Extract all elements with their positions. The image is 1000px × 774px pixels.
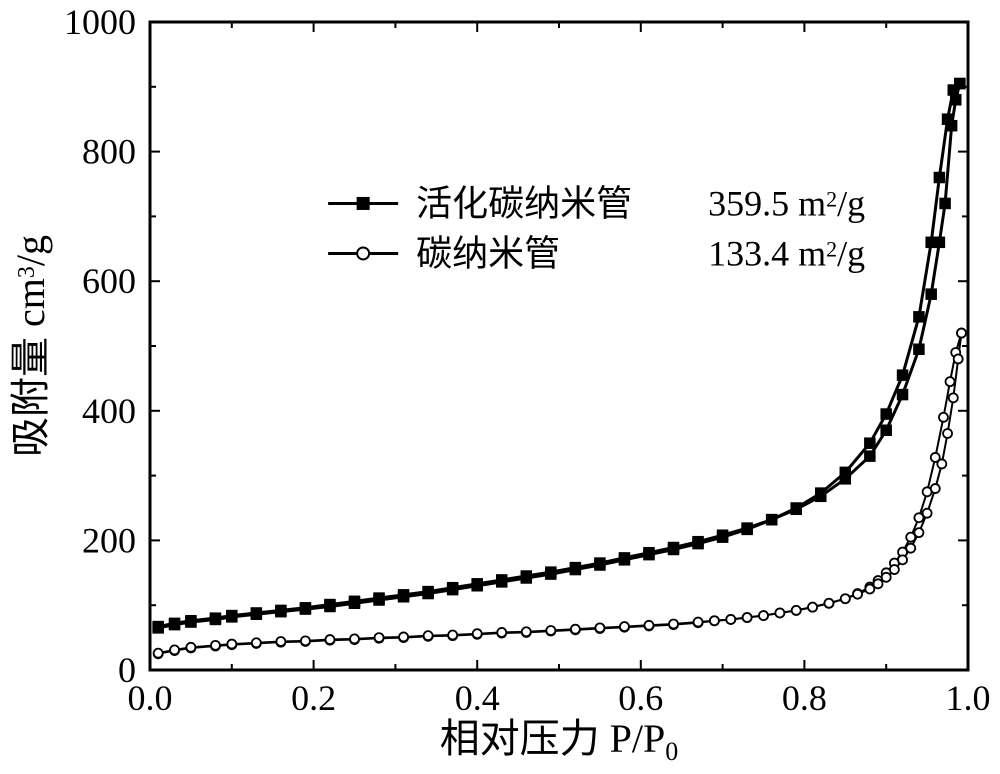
x-tick-label: 0.4 [455,678,500,718]
chart-container: 0.00.20.40.60.81.002004006008001000相对压力 … [0,0,1000,774]
x-tick-label: 0.8 [782,678,827,718]
y-tick-label: 200 [82,520,136,560]
x-tick-label: 0.2 [291,678,336,718]
legend-label: 碳纳米管 [416,233,560,273]
x-axis-label: 相对压力 P/P0 [440,716,679,766]
y-tick-label: 800 [82,132,136,172]
legend-value: 133.4 m2/g [708,233,865,273]
x-tick-label: 1.0 [946,678,991,718]
y-tick-label: 1000 [64,2,136,42]
y-tick-label: 600 [82,261,136,301]
x-tick-label: 0.6 [618,678,663,718]
legend-label: 活化碳纳米管 [416,183,632,223]
chart-svg: 0.00.20.40.60.81.002004006008001000相对压力 … [0,0,1000,774]
legend-value: 359.5 m2/g [708,183,865,223]
y-tick-label: 400 [82,391,136,431]
y-tick-label: 0 [118,650,136,690]
